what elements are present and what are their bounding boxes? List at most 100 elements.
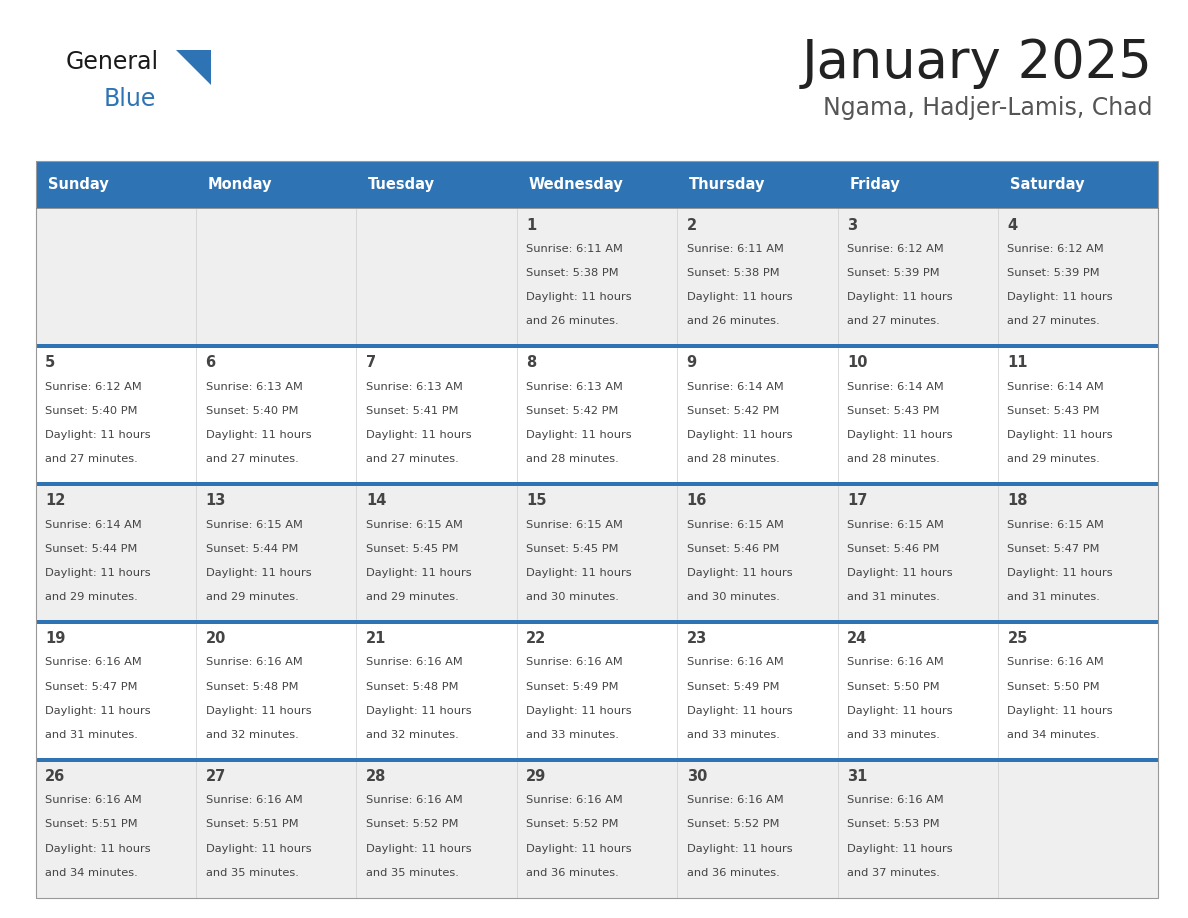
Text: Sunrise: 6:14 AM: Sunrise: 6:14 AM [847, 382, 943, 392]
Text: Sunset: 5:43 PM: Sunset: 5:43 PM [847, 406, 940, 416]
Text: Sunrise: 6:15 AM: Sunrise: 6:15 AM [1007, 520, 1105, 530]
Text: Friday: Friday [849, 177, 901, 192]
Bar [196, 622, 356, 760]
Text: Sunset: 5:52 PM: Sunset: 5:52 PM [687, 820, 779, 830]
Text: Sunrise: 6:16 AM: Sunrise: 6:16 AM [526, 795, 623, 805]
Text: 22: 22 [526, 632, 546, 646]
Text: Sunrise: 6:16 AM: Sunrise: 6:16 AM [206, 795, 302, 805]
Text: 1: 1 [526, 218, 537, 232]
Text: Sunrise: 6:16 AM: Sunrise: 6:16 AM [366, 657, 462, 667]
Text: Daylight: 11 hours: Daylight: 11 hours [366, 568, 472, 577]
Text: Daylight: 11 hours: Daylight: 11 hours [847, 430, 953, 440]
Text: Daylight: 11 hours: Daylight: 11 hours [206, 568, 311, 577]
Text: Sunset: 5:48 PM: Sunset: 5:48 PM [206, 681, 298, 691]
Text: and 27 minutes.: and 27 minutes. [206, 454, 298, 464]
Text: Sunset: 5:43 PM: Sunset: 5:43 PM [1007, 406, 1100, 416]
Text: and 27 minutes.: and 27 minutes. [366, 454, 459, 464]
Text: Daylight: 11 hours: Daylight: 11 hours [847, 568, 953, 577]
Bar [677, 161, 838, 208]
Bar [36, 161, 1158, 898]
Text: Sunrise: 6:16 AM: Sunrise: 6:16 AM [1007, 657, 1104, 667]
Text: Daylight: 11 hours: Daylight: 11 hours [687, 706, 792, 716]
Text: Sunset: 5:50 PM: Sunset: 5:50 PM [1007, 681, 1100, 691]
Text: 5: 5 [45, 355, 56, 371]
Bar [36, 208, 196, 346]
Text: Daylight: 11 hours: Daylight: 11 hours [206, 844, 311, 854]
Bar [196, 161, 356, 208]
Text: Sunrise: 6:13 AM: Sunrise: 6:13 AM [206, 382, 303, 392]
Text: and 37 minutes.: and 37 minutes. [847, 868, 940, 878]
Text: 4: 4 [1007, 218, 1018, 232]
Text: 25: 25 [1007, 632, 1028, 646]
Text: Sunday: Sunday [48, 177, 108, 192]
Text: Daylight: 11 hours: Daylight: 11 hours [687, 292, 792, 302]
Text: 21: 21 [366, 632, 386, 646]
Bar [517, 760, 677, 898]
Text: Daylight: 11 hours: Daylight: 11 hours [366, 430, 472, 440]
Text: Sunset: 5:51 PM: Sunset: 5:51 PM [45, 820, 138, 830]
Bar [36, 760, 196, 898]
Text: Daylight: 11 hours: Daylight: 11 hours [45, 568, 151, 577]
Bar [517, 161, 677, 208]
Text: Sunset: 5:50 PM: Sunset: 5:50 PM [847, 681, 940, 691]
Text: Sunrise: 6:16 AM: Sunrise: 6:16 AM [366, 795, 462, 805]
Text: Daylight: 11 hours: Daylight: 11 hours [847, 844, 953, 854]
Text: Sunset: 5:48 PM: Sunset: 5:48 PM [366, 681, 459, 691]
Text: Sunset: 5:38 PM: Sunset: 5:38 PM [526, 268, 619, 278]
Text: Daylight: 11 hours: Daylight: 11 hours [45, 844, 151, 854]
Text: 9: 9 [687, 355, 697, 371]
Bar [196, 484, 356, 622]
Text: 27: 27 [206, 769, 226, 784]
Bar [196, 760, 356, 898]
Text: 24: 24 [847, 632, 867, 646]
Bar [998, 484, 1158, 622]
Bar [517, 208, 677, 346]
Bar [677, 484, 838, 622]
Text: Daylight: 11 hours: Daylight: 11 hours [1007, 706, 1113, 716]
Text: and 28 minutes.: and 28 minutes. [526, 454, 619, 464]
Bar [677, 760, 838, 898]
Text: and 30 minutes.: and 30 minutes. [526, 592, 619, 602]
Text: Blue: Blue [103, 87, 156, 111]
Text: Wednesday: Wednesday [529, 177, 624, 192]
Bar [356, 484, 517, 622]
Text: 29: 29 [526, 769, 546, 784]
Text: Thursday: Thursday [689, 177, 765, 192]
Text: 14: 14 [366, 493, 386, 509]
Bar [36, 621, 1158, 624]
Text: January 2025: January 2025 [802, 37, 1152, 89]
Text: and 30 minutes.: and 30 minutes. [687, 592, 779, 602]
Text: Sunset: 5:41 PM: Sunset: 5:41 PM [366, 406, 459, 416]
Text: Sunrise: 6:12 AM: Sunrise: 6:12 AM [847, 244, 943, 253]
Bar [998, 208, 1158, 346]
Text: 15: 15 [526, 493, 546, 509]
Text: Monday: Monday [208, 177, 272, 192]
Bar [517, 622, 677, 760]
Text: Sunrise: 6:16 AM: Sunrise: 6:16 AM [45, 657, 141, 667]
Text: and 31 minutes.: and 31 minutes. [1007, 592, 1100, 602]
Bar [998, 760, 1158, 898]
Text: 19: 19 [45, 632, 65, 646]
Text: Sunrise: 6:12 AM: Sunrise: 6:12 AM [45, 382, 141, 392]
Bar [677, 208, 838, 346]
Text: 31: 31 [847, 769, 867, 784]
Bar [677, 622, 838, 760]
Text: Daylight: 11 hours: Daylight: 11 hours [526, 292, 632, 302]
Text: 6: 6 [206, 355, 216, 371]
Text: Tuesday: Tuesday [368, 177, 435, 192]
Text: Sunrise: 6:15 AM: Sunrise: 6:15 AM [366, 520, 463, 530]
Text: Daylight: 11 hours: Daylight: 11 hours [206, 430, 311, 440]
Text: 28: 28 [366, 769, 386, 784]
Bar [196, 346, 356, 484]
Text: and 29 minutes.: and 29 minutes. [45, 592, 138, 602]
Text: Saturday: Saturday [1010, 177, 1085, 192]
Text: Sunrise: 6:15 AM: Sunrise: 6:15 AM [687, 520, 784, 530]
Text: and 36 minutes.: and 36 minutes. [687, 868, 779, 878]
Text: 13: 13 [206, 493, 226, 509]
Text: Daylight: 11 hours: Daylight: 11 hours [847, 292, 953, 302]
Text: 2: 2 [687, 218, 697, 232]
Text: Sunset: 5:42 PM: Sunset: 5:42 PM [687, 406, 779, 416]
Text: Daylight: 11 hours: Daylight: 11 hours [687, 568, 792, 577]
Text: 11: 11 [1007, 355, 1028, 371]
Text: Sunset: 5:45 PM: Sunset: 5:45 PM [366, 543, 459, 554]
